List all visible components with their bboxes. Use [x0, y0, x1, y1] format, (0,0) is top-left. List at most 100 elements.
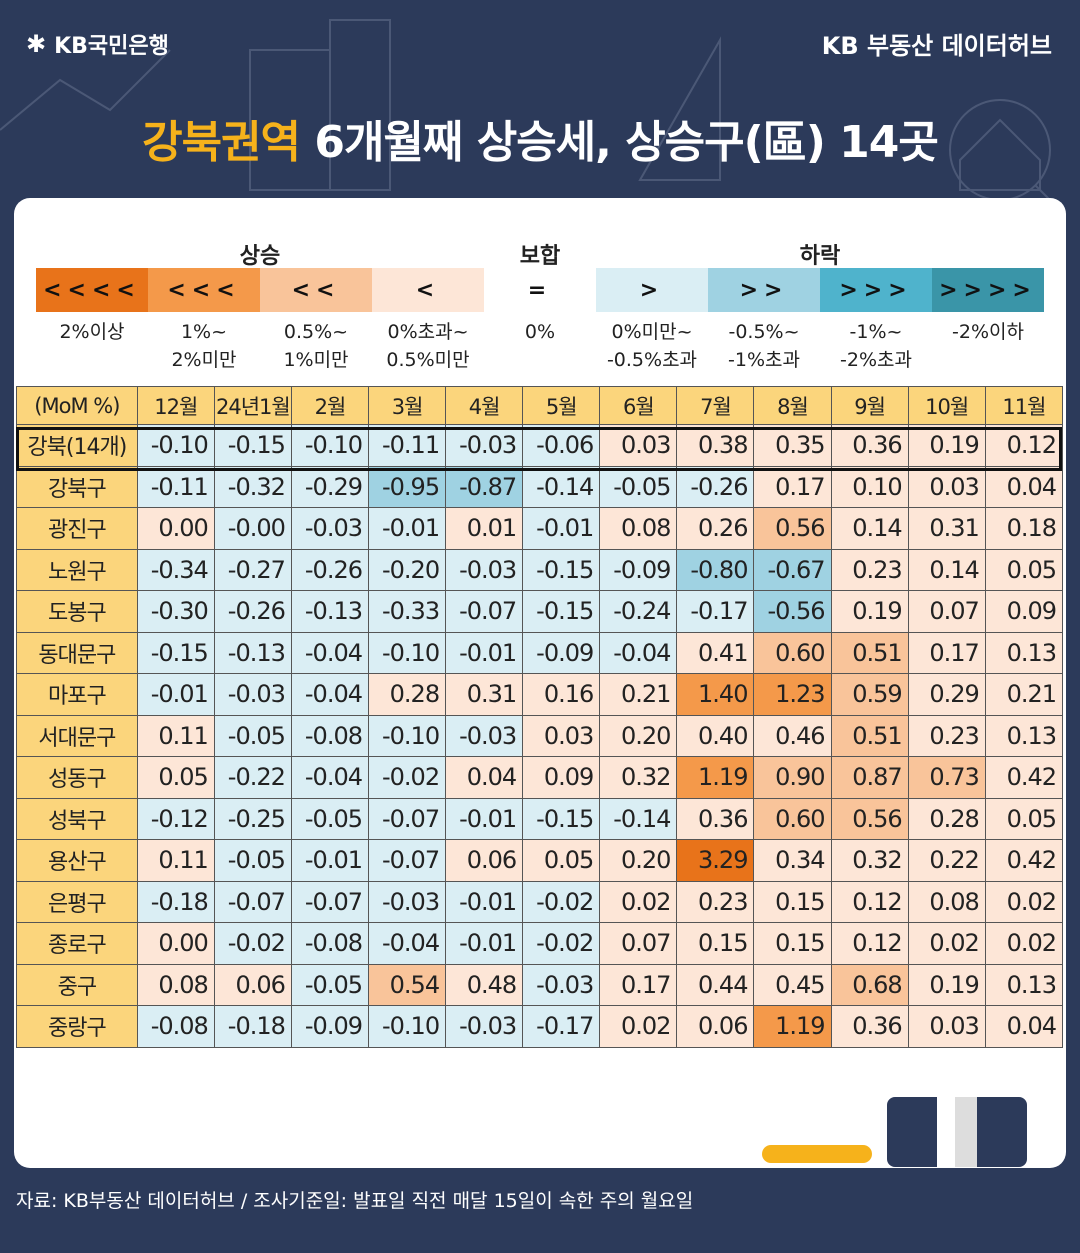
table-cell: 1.19 — [676, 756, 755, 799]
table-cell: 0.14 — [830, 507, 909, 550]
table-row: 성동구 0.05 -0.22 -0.04 -0.02 0.04 0.09 0.32 1.19 0.… — [16, 756, 1064, 799]
table-cell: -0.12 — [136, 797, 215, 840]
table-cell: 0.08 — [136, 963, 215, 1006]
table-cell: -0.18 — [213, 1005, 292, 1048]
column-header: 10월 — [907, 386, 986, 425]
table-cell: 1.19 — [753, 1005, 832, 1048]
table-cell: -0.80 — [676, 548, 755, 591]
table-cell: -0.03 — [445, 1005, 524, 1048]
kb-star-icon: ✱ — [26, 30, 47, 58]
table-cell: -0.01 — [445, 631, 524, 674]
table-row: 중랑구 -0.08 -0.18 -0.09 -0.10 -0.03 -0.17 0.02 0.0… — [16, 1005, 1064, 1048]
table-cell: -0.11 — [136, 465, 215, 508]
table-cell: -0.09 — [599, 548, 678, 591]
table-cell: -0.22 — [213, 756, 292, 799]
legend-swatch: >>>> — [932, 268, 1044, 312]
table-cell: 0.06 — [676, 1005, 755, 1048]
table-cell: 0.36 — [830, 424, 909, 467]
table-cell: 0.02 — [599, 880, 678, 923]
table-cell: -0.07 — [213, 880, 292, 923]
column-header: 8월 — [753, 386, 832, 425]
table-cell: -0.11 — [367, 424, 447, 467]
table-cell: -0.05 — [599, 465, 678, 508]
row-label: 중구 — [16, 963, 138, 1006]
table-header-row: (MoM %) 12월 24년1월 2월 3월 4월 5월 6월 7월 8월 9월 10월 11월 — [16, 386, 1064, 425]
decorative-block — [887, 1097, 937, 1167]
row-label: 강북구 — [16, 465, 138, 508]
table-cell: -0.04 — [290, 631, 370, 674]
table-cell: 0.60 — [753, 797, 832, 840]
table-cell: 0.31 — [907, 507, 986, 550]
table-cell: 0.23 — [830, 548, 909, 591]
table-cell: -0.05 — [213, 839, 292, 882]
column-header: 7월 — [676, 386, 755, 425]
table-cell: 0.03 — [599, 424, 678, 467]
table-cell: -0.26 — [290, 548, 370, 591]
table-cell: -0.34 — [136, 548, 215, 591]
table-cell: 0.23 — [907, 714, 986, 757]
table-cell: 0.56 — [753, 507, 832, 550]
row-label: 동대문구 — [16, 631, 138, 674]
table-cell: 3.29 — [676, 839, 755, 882]
table-cell: -0.13 — [213, 631, 292, 674]
table-cell: -0.27 — [213, 548, 292, 591]
table-cell: 0.28 — [367, 673, 447, 716]
row-label: 용산구 — [16, 839, 138, 882]
table-cell: 0.90 — [753, 756, 832, 799]
title-highlight: 강북권역 — [142, 117, 301, 168]
table-cell: -0.26 — [213, 590, 292, 633]
column-header: 11월 — [984, 386, 1064, 425]
table-cell: 0.02 — [907, 922, 986, 965]
table-cell: 0.06 — [445, 839, 524, 882]
column-header: 6월 — [599, 386, 678, 425]
table-cell: 0.56 — [830, 797, 909, 840]
table-cell: 0.20 — [599, 714, 678, 757]
table-cell: 0.12 — [830, 922, 909, 965]
legend-description: -1%~ -2%초과 — [840, 321, 912, 371]
table-cell: 0.46 — [753, 714, 832, 757]
table-cell: 0.32 — [830, 839, 909, 882]
table-cell: 0.02 — [984, 922, 1064, 965]
row-label: 도봉구 — [16, 590, 138, 633]
column-header: 24년1월 — [213, 386, 292, 425]
table-cell: -0.15 — [522, 548, 601, 591]
data-hub-label: KB 부동산 데이터허브 — [821, 32, 1052, 60]
table-cell: -0.95 — [367, 465, 447, 508]
legend-swatch: << — [260, 268, 372, 312]
table-cell: 0.08 — [907, 880, 986, 923]
table-cell: -0.14 — [522, 465, 601, 508]
table-cell: -0.30 — [136, 590, 215, 633]
table-cell: -0.07 — [367, 797, 447, 840]
table-cell: 0.54 — [367, 963, 447, 1006]
table-cell: -0.04 — [290, 756, 370, 799]
row-label: 중랑구 — [16, 1005, 138, 1048]
column-header: 5월 — [522, 386, 601, 425]
table-cell: -0.07 — [445, 590, 524, 633]
table-cell: -0.14 — [599, 797, 678, 840]
table-cell: -0.01 — [367, 507, 447, 550]
table-cell: 0.04 — [984, 1005, 1064, 1048]
table-cell: 0.40 — [676, 714, 755, 757]
legend-swatch: = — [484, 268, 596, 312]
table-cell: -0.01 — [445, 797, 524, 840]
table-cell: 0.45 — [753, 963, 832, 1006]
table-cell: 0.05 — [984, 548, 1064, 591]
column-header: 12월 — [136, 386, 215, 425]
table-cell: 0.13 — [984, 631, 1064, 674]
legend-description: 0%초과~ 0.5%미만 — [386, 321, 470, 371]
table-cell: 0.23 — [676, 880, 755, 923]
table-row: 용산구 0.11 -0.05 -0.01 -0.07 0.06 0.05 0.20 3.29 0.… — [16, 839, 1064, 882]
table-cell: 0.12 — [830, 880, 909, 923]
table-cell: -0.01 — [522, 507, 601, 550]
table-cell: 0.05 — [136, 756, 215, 799]
legend-description: 0%미만~ -0.5%초과 — [606, 321, 698, 371]
table-row: 서대문구 0.11 -0.05 -0.08 -0.10 -0.03 0.03 0.20 0.40… — [16, 714, 1064, 757]
table-cell: -0.01 — [136, 673, 215, 716]
table-cell: 0.00 — [136, 507, 215, 550]
table-cell: -0.05 — [213, 714, 292, 757]
table-cell: -0.03 — [445, 548, 524, 591]
table-cell: -0.29 — [290, 465, 370, 508]
corner-label: (MoM %) — [16, 386, 138, 425]
table-cell: -0.26 — [676, 465, 755, 508]
table-cell: -0.15 — [213, 424, 292, 467]
